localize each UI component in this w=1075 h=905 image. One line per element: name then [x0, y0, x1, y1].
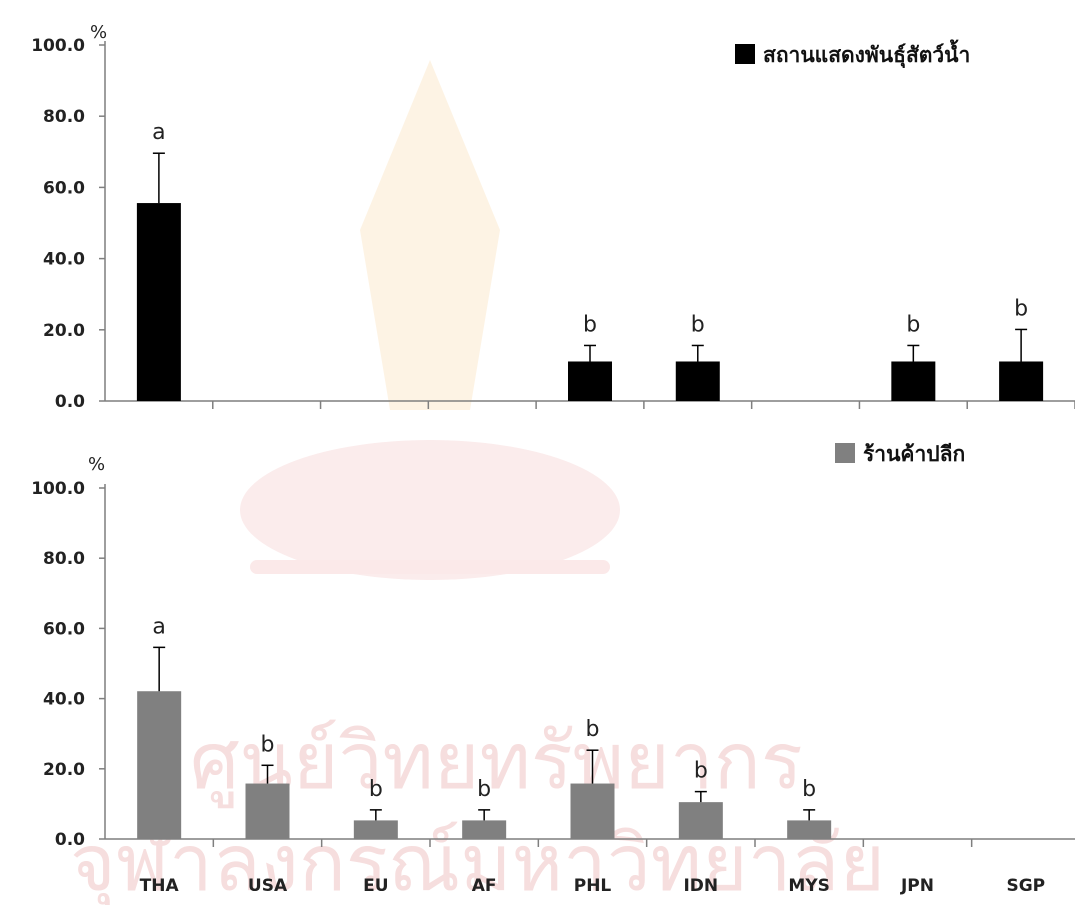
- bar-IDN: [675, 361, 720, 401]
- significance-letter: b: [369, 777, 383, 802]
- y-tick-label: 0.0: [55, 392, 85, 412]
- significance-letter: a: [152, 614, 165, 639]
- significance-letter: b: [694, 759, 708, 784]
- x-category-label: USA: [248, 876, 288, 896]
- y-tick-label: 100.0: [31, 36, 85, 56]
- bar-EU: [353, 820, 398, 839]
- y-tick-label: 100.0: [31, 479, 85, 499]
- significance-letter: b: [691, 312, 705, 337]
- x-category-label: JPN: [900, 876, 934, 896]
- significance-letter: a: [152, 120, 165, 145]
- x-category-label: SGP: [1006, 876, 1045, 896]
- x-category-label: THA: [140, 876, 180, 896]
- x-category-label: MYS: [788, 876, 829, 896]
- y-tick-label: 60.0: [43, 619, 85, 639]
- legend-swatch: [835, 443, 855, 463]
- x-category-label: PHL: [574, 876, 612, 896]
- x-category-label: AF: [472, 876, 497, 896]
- y-tick-label: 20.0: [43, 760, 85, 780]
- legend-label: สถานแสดงพันธุ์สัตว์น้ำ: [763, 39, 970, 69]
- significance-letter: b: [261, 732, 275, 757]
- significance-letter: b: [586, 717, 600, 742]
- bar-SGP: [999, 361, 1044, 401]
- y-tick-label: 40.0: [43, 250, 85, 270]
- y-unit-label: %: [90, 22, 107, 43]
- bar-IDN: [678, 802, 723, 839]
- bar-USA: [245, 783, 290, 839]
- significance-letter: b: [583, 312, 597, 337]
- bar-AF: [462, 820, 507, 839]
- y-tick-label: 80.0: [43, 107, 85, 127]
- bar-PHL: [568, 361, 612, 401]
- chart-panel-aquarium: 0.0 20.0 40.0 60.0 80.0 100.0% a b b b b สถานแสดงพั…: [31, 22, 1075, 412]
- watermark-emblem: [240, 60, 620, 580]
- legend-label: ร้านค้าปลีก: [863, 442, 965, 466]
- y-tick-label: 60.0: [43, 178, 85, 198]
- legend-swatch: [735, 44, 755, 64]
- bar-THA: [137, 691, 182, 839]
- significance-letter: b: [477, 777, 491, 802]
- bar-JPN: [891, 361, 936, 401]
- significance-letter: b: [1014, 296, 1028, 321]
- significance-letter: b: [906, 312, 920, 337]
- bar-MYS: [787, 820, 832, 839]
- x-category-label: IDN: [683, 876, 718, 896]
- x-category-label: EU: [363, 876, 388, 896]
- y-tick-label: 0.0: [55, 830, 85, 850]
- y-tick-label: 80.0: [43, 549, 85, 569]
- significance-letter: b: [802, 777, 816, 802]
- bar-THA: [136, 203, 181, 401]
- y-tick-label: 20.0: [43, 321, 85, 341]
- y-unit-label: %: [88, 454, 105, 475]
- y-tick-label: 40.0: [43, 690, 85, 710]
- bar-PHL: [570, 783, 615, 839]
- chart-panel-retail: 0.0 20.0 40.0 60.0 80.0 100.0% a THA b USA b EU b AF b…: [31, 442, 1075, 896]
